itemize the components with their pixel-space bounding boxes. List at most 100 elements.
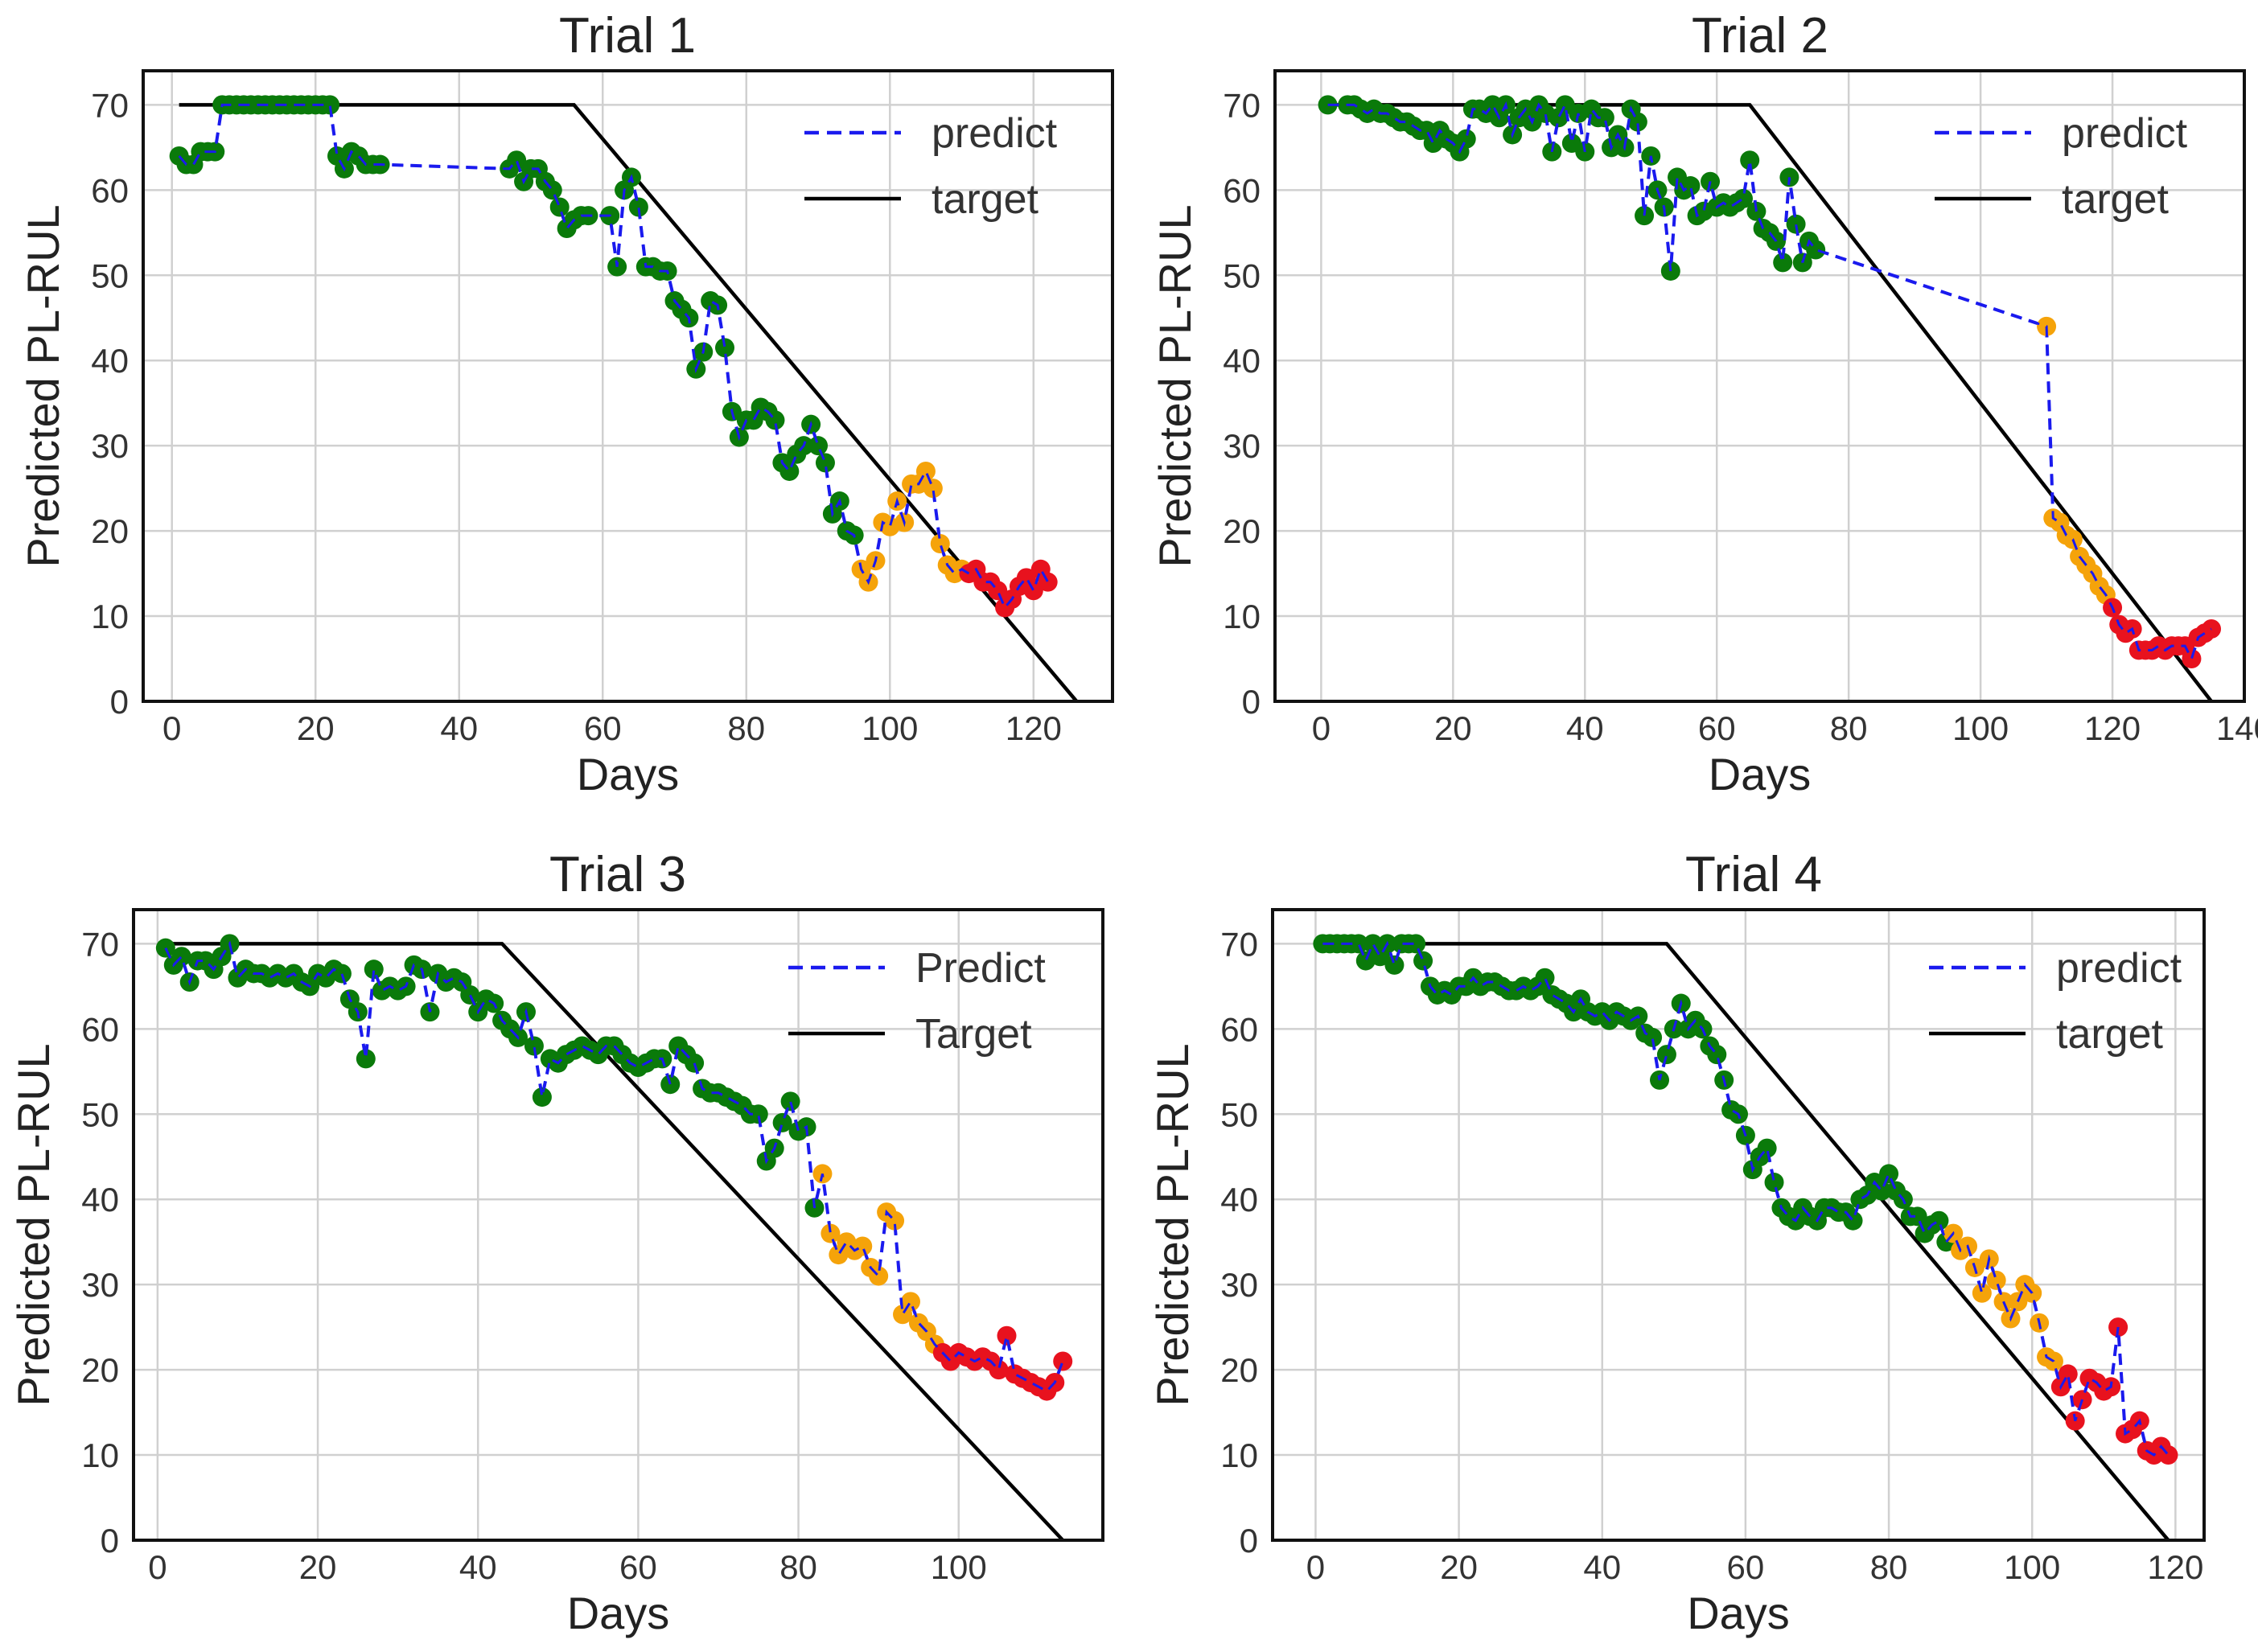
x-tick-label: 120 xyxy=(2147,1548,2203,1586)
predict-point xyxy=(1643,1027,1663,1047)
predict-point xyxy=(772,1112,792,1132)
chart-title: Trial 3 xyxy=(549,847,686,902)
x-tick-label: 20 xyxy=(1440,1548,1478,1586)
y-tick-label: 60 xyxy=(81,1010,119,1048)
legend-target-label: target xyxy=(932,176,1039,223)
plot-area xyxy=(143,71,1113,701)
predict-point xyxy=(685,1053,705,1073)
predict-point xyxy=(532,1087,552,1107)
x-tick-label: 20 xyxy=(299,1548,337,1586)
y-tick-label: 60 xyxy=(91,171,129,209)
y-axis-label: Predicted PL-RUL xyxy=(8,1043,59,1406)
predict-line-overlay xyxy=(1322,940,2170,1457)
y-tick-label: 20 xyxy=(1223,512,1261,550)
legend: predict target xyxy=(804,110,1058,223)
predict-point xyxy=(1680,176,1701,196)
chart-title: Trial 4 xyxy=(1685,847,1822,902)
predict-point xyxy=(1384,955,1405,975)
y-tick-label: 0 xyxy=(110,683,129,721)
legend: predict target xyxy=(1929,945,2182,1058)
x-tick-label: 100 xyxy=(862,709,918,747)
predict-point xyxy=(900,1292,920,1312)
chart-panel-4: 0 20 40 60 80 100 120 0 10 20 30 40 50 60 70 Trial 4 Day… xyxy=(1147,847,2206,1638)
x-tick-label: 100 xyxy=(2004,1548,2060,1586)
legend-predict-label: Predict xyxy=(915,945,1046,992)
target-line xyxy=(165,942,1064,1540)
y-tick-label: 0 xyxy=(1242,683,1261,721)
predict-point xyxy=(1053,1351,1073,1371)
predict-point xyxy=(356,1049,376,1069)
x-tick-label: 40 xyxy=(1566,709,1604,747)
x-axis-label: Days xyxy=(567,1588,670,1638)
y-tick-label: 40 xyxy=(91,342,129,380)
x-tick-label: 40 xyxy=(459,1548,497,1586)
y-tick-label: 40 xyxy=(1223,342,1261,380)
predict-point xyxy=(1879,1164,1899,1184)
axes-frame xyxy=(142,69,1114,703)
predict-point xyxy=(2182,649,2202,669)
predict-point xyxy=(715,338,734,358)
x-tick-label: 120 xyxy=(1006,709,1062,747)
y-tick-label: 60 xyxy=(1223,171,1261,209)
y-tick-label: 50 xyxy=(81,1095,119,1133)
predict-point xyxy=(923,479,943,499)
predict-point xyxy=(1046,0,1065,10)
axes-frame xyxy=(1271,908,2206,1542)
y-tick-label: 70 xyxy=(1220,925,1258,963)
y-tick-label: 10 xyxy=(1220,1436,1258,1474)
predict-point xyxy=(1406,934,1426,954)
predict-point xyxy=(1929,1210,1949,1231)
y-axis-label: Predicted PL-RUL xyxy=(18,204,68,567)
predict-point xyxy=(780,1091,800,1112)
x-axis-label: Days xyxy=(577,749,680,799)
y-tick-label: 40 xyxy=(81,1181,119,1218)
predict-point xyxy=(331,964,352,984)
x-axis-label: Days xyxy=(1709,749,1812,799)
predict-point xyxy=(628,197,648,217)
x-tick-label: 60 xyxy=(1698,709,1736,747)
x-tick-label: 40 xyxy=(440,709,478,747)
predict-line-overlay xyxy=(164,940,1064,1393)
y-tick-label: 60 xyxy=(1220,1010,1258,1048)
chart-title: Trial 2 xyxy=(1692,8,1828,64)
predict-point xyxy=(1734,188,1754,208)
y-tick-label: 20 xyxy=(91,512,129,550)
y-tick-label: 50 xyxy=(91,257,129,294)
predict-line-overlay xyxy=(1327,101,2212,662)
x-tick-label: 20 xyxy=(1434,709,1472,747)
predict-point xyxy=(997,1325,1017,1346)
predict-point xyxy=(460,984,480,1005)
predict-point xyxy=(1053,0,1072,10)
predict-point xyxy=(1348,934,1368,954)
legend-target-label: Target xyxy=(915,1011,1032,1058)
predict-point xyxy=(524,1036,544,1056)
target-line xyxy=(1322,942,2170,1540)
predict-point xyxy=(1456,129,1476,149)
y-axis-label: Predicted PL-RUL xyxy=(1150,204,1200,567)
legend-predict-label: predict xyxy=(2056,945,2182,992)
y-tick-label: 40 xyxy=(1220,1181,1258,1218)
predict-point xyxy=(1067,0,1086,10)
x-tick-label: 100 xyxy=(1952,709,2009,747)
x-tick-label: 60 xyxy=(619,1548,657,1586)
predict-point xyxy=(1786,214,1806,234)
legend-predict-label: predict xyxy=(2062,110,2188,157)
y-tick-label: 70 xyxy=(1223,86,1261,124)
y-tick-label: 20 xyxy=(81,1351,119,1389)
predict-point xyxy=(364,960,384,980)
x-tick-label: 0 xyxy=(148,1548,167,1586)
x-tick-label: 0 xyxy=(162,709,181,747)
predict-point xyxy=(815,453,835,473)
x-tick-label: 100 xyxy=(931,1548,987,1586)
x-tick-label: 60 xyxy=(584,709,622,747)
predict-point xyxy=(853,1236,873,1256)
predict-point xyxy=(1656,1045,1676,1065)
predict-point xyxy=(1023,581,1043,601)
legend: predict target xyxy=(1935,110,2188,223)
chart-panel-2: 0 20 40 60 80 100 120 140 0 10 20 30 40 50 60 70 Trial 2… xyxy=(1150,8,2258,799)
predict-point xyxy=(1764,1173,1784,1193)
predict-point xyxy=(1038,572,1058,592)
y-tick-label: 10 xyxy=(91,598,129,635)
legend-target-label: target xyxy=(2062,176,2170,223)
y-tick-label: 20 xyxy=(1220,1351,1258,1389)
